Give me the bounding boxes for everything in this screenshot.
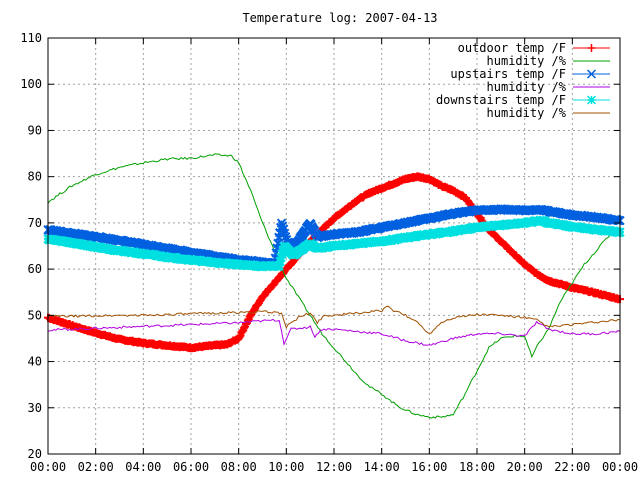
x-tick-label: 16:00 [411,460,447,474]
legend-label: outdoor temp /F [458,41,566,55]
x-tick-label: 20:00 [507,460,543,474]
legend-label: downstairs temp /F [436,93,566,107]
y-tick-label: 70 [28,216,42,230]
legend-marker [587,44,596,52]
y-tick-label: 60 [28,262,42,276]
x-tick-label: 06:00 [173,460,209,474]
y-tick-label: 20 [28,447,42,461]
series-line [47,305,621,334]
legend-label: humidity /% [487,106,567,120]
series-line [47,175,620,350]
y-tick-label: 80 [28,170,42,184]
x-tick-label: 10:00 [268,460,304,474]
series-line [47,153,621,419]
x-tick-label: 22:00 [554,460,590,474]
x-tick-label: 00:00 [602,460,638,474]
chart-title: Temperature log: 2007-04-13 [242,11,437,25]
series-4 [47,318,621,346]
x-tick-label: 02:00 [78,460,114,474]
x-tick-label: 12:00 [316,460,352,474]
x-tick-label: 00:00 [30,460,66,474]
y-tick-label: 30 [28,401,42,415]
y-tick-label: 50 [28,308,42,322]
y-tick-label: 100 [20,77,42,91]
series-6 [47,305,621,334]
legend-marker [586,95,597,105]
legend-marker [586,69,597,79]
y-tick-label: 90 [28,123,42,137]
legend-label: humidity /% [487,80,567,94]
legend-label: humidity /% [487,54,567,68]
series-line [47,318,621,346]
y-tick-label: 40 [28,355,42,369]
legend-label: upstairs temp /F [450,67,566,81]
series-2 [47,153,621,419]
x-tick-label: 18:00 [459,460,495,474]
x-tick-label: 08:00 [221,460,257,474]
x-tick-label: 04:00 [125,460,161,474]
y-tick-label: 110 [20,31,42,45]
axis-ticks: 20 30 40 50 60 70 80 90 100 110 00:00 02:00 04:00 06:… [20,31,638,474]
x-tick-label: 14:00 [364,460,400,474]
